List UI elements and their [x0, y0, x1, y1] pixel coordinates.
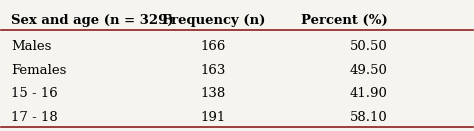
- Text: 49.50: 49.50: [350, 64, 388, 77]
- Text: 58.10: 58.10: [350, 111, 388, 124]
- Text: 166: 166: [201, 40, 226, 53]
- Text: Percent (%): Percent (%): [301, 14, 388, 27]
- Text: 41.90: 41.90: [350, 87, 388, 100]
- Text: 191: 191: [201, 111, 226, 124]
- Text: 50.50: 50.50: [350, 40, 388, 53]
- Text: Males: Males: [11, 40, 51, 53]
- Text: Frequency (n): Frequency (n): [162, 14, 265, 27]
- Text: Females: Females: [11, 64, 66, 77]
- Text: 17 - 18: 17 - 18: [11, 111, 57, 124]
- Text: 15 - 16: 15 - 16: [11, 87, 57, 100]
- Text: 163: 163: [201, 64, 226, 77]
- Text: Sex and age (n = 329): Sex and age (n = 329): [11, 14, 173, 27]
- Text: 138: 138: [201, 87, 226, 100]
